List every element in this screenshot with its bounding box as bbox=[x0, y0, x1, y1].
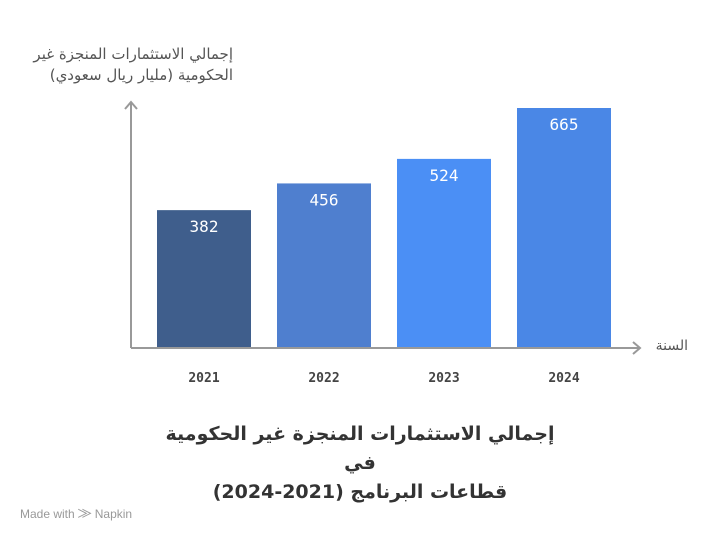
napkin-logo-icon: ⨠ bbox=[77, 506, 92, 520]
y-axis-label: إجمالي الاستثمارات المنجزة غير الحكومية … bbox=[18, 44, 233, 86]
data-label-2022: 456 bbox=[310, 190, 339, 209]
x-tick-label-2023: 2023 bbox=[428, 371, 459, 386]
y-axis-label-line-1: إجمالي الاستثمارات المنجزة غير bbox=[33, 45, 233, 63]
chart-title-line-2: قطاعات البرنامج (2021-2024) bbox=[212, 481, 508, 503]
napkin-watermark: Made with ⨠ Napkin bbox=[20, 506, 132, 521]
bar-2021 bbox=[157, 210, 251, 348]
y-axis-arrow-icon bbox=[124, 100, 138, 110]
made-with-text: Made with bbox=[20, 506, 75, 521]
x-axis-label: السنة bbox=[655, 338, 688, 354]
y-axis-label-line-2: الحكومية (مليار ريال سعودي) bbox=[49, 66, 233, 84]
chart-title-line-1: إجمالي الاستثمارات المنجزة غير الحكومية … bbox=[165, 423, 555, 474]
bar-2023 bbox=[397, 158, 491, 348]
data-label-2021: 382 bbox=[190, 217, 219, 236]
chart-title: إجمالي الاستثمارات المنجزة غير الحكومية … bbox=[150, 420, 570, 507]
bar-2022 bbox=[277, 183, 371, 348]
x-axis-arrow-icon bbox=[632, 341, 642, 355]
bar-2024 bbox=[517, 108, 611, 348]
data-label-2024: 665 bbox=[550, 115, 579, 134]
data-label-2023: 524 bbox=[430, 166, 459, 185]
napkin-brand-text: Napkin bbox=[94, 506, 133, 521]
x-tick-label-2024: 2024 bbox=[548, 371, 579, 386]
x-tick-label-2021: 2021 bbox=[188, 371, 219, 386]
x-tick-label-2022: 2022 bbox=[308, 371, 339, 386]
